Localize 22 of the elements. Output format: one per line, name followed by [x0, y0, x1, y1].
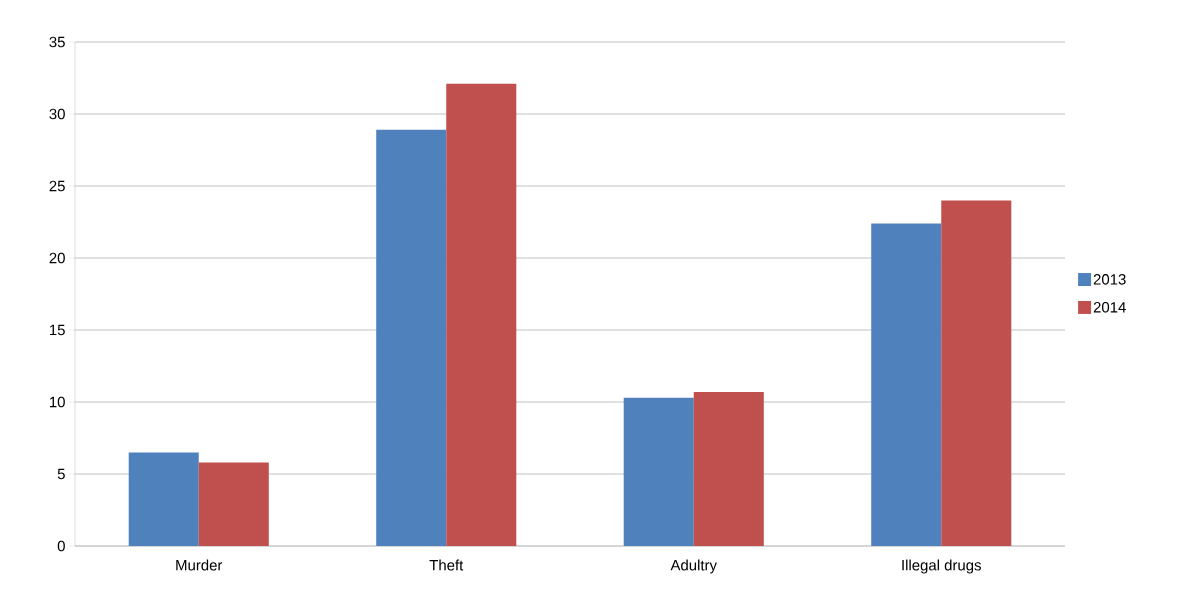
legend-label: 2013: [1093, 274, 1126, 285]
bar: [198, 462, 269, 546]
x-tick-label: Murder: [176, 559, 223, 571]
x-tick-label: Theft: [429, 559, 464, 571]
y-tick-label: 30: [49, 108, 65, 120]
bar: [128, 452, 199, 546]
y-tick-label: 0: [57, 540, 65, 552]
bar: [446, 83, 517, 546]
bar: [871, 223, 942, 546]
y-tick-label: 25: [49, 180, 65, 192]
bar: [376, 129, 447, 546]
x-tick-label: Adultry: [670, 559, 717, 574]
y-tick-label: 20: [49, 252, 65, 264]
y-tick-label: 35: [49, 36, 65, 48]
y-tick-label: 10: [50, 396, 65, 408]
legend-label: 2014: [1093, 301, 1126, 313]
y-tick-label: 15: [50, 324, 65, 336]
bar: [623, 397, 694, 546]
bar: [941, 200, 1012, 546]
bar: [693, 391, 764, 546]
y-tick-label: 5: [57, 468, 65, 480]
x-tick-label: Illegal drugs: [902, 559, 981, 574]
